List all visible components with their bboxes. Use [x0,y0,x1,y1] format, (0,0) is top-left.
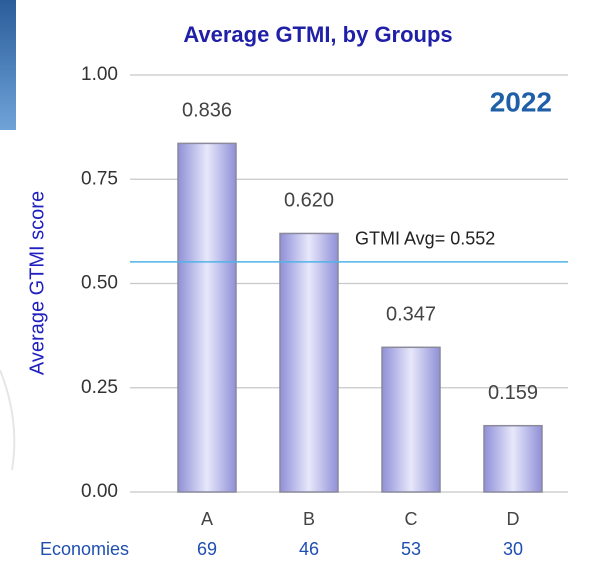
x-tick-label: C [405,509,418,529]
bar [279,232,339,493]
economies-label: Economies [40,539,129,559]
x-tick-label: A [201,509,213,529]
y-tick-label: 1.00 [81,64,118,85]
economies-count: 69 [197,539,217,559]
reference-label: GTMI Avg= 0.552 [355,229,495,249]
y-tick-label: 0.50 [81,273,118,294]
y-axis-label: Average GTMI score [26,191,48,375]
year-annotation: 2022 [490,86,552,117]
y-tick-label: 0.00 [81,481,118,502]
background-strip [0,0,16,130]
value-label: 0.159 [488,382,538,404]
economies-count: 30 [503,539,523,559]
chart-title: Average GTMI, by Groups [183,22,452,47]
x-tick-label: D [507,509,520,529]
bar [381,346,441,493]
economies-count: 46 [299,539,319,559]
economies-count: 53 [401,539,421,559]
bar [483,424,543,493]
x-tick-label: B [303,509,315,529]
y-tick-label: 0.75 [81,168,118,189]
bar [177,142,237,493]
background-curve [0,369,16,471]
value-label: 0.620 [284,190,334,212]
value-label: 0.347 [386,304,436,326]
y-tick-label: 0.25 [81,377,118,398]
value-label: 0.836 [182,100,232,122]
